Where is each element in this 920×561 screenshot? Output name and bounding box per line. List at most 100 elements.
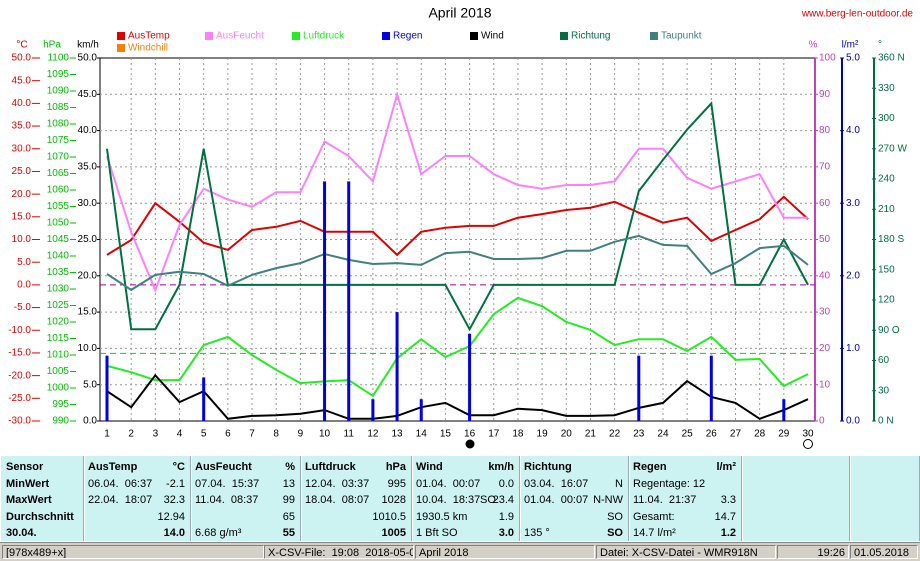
series-line: [106, 296, 809, 398]
status-field: X-CSV-File: 19:08 2018-05-01: [264, 545, 414, 559]
y-tick-label: 25.0: [12, 166, 32, 177]
legend-swatch: [205, 32, 213, 40]
full-moon-icon: [803, 439, 813, 449]
x-tick-label: 29: [778, 429, 790, 440]
y-tick-label: 1040: [47, 251, 70, 262]
y-tick-label: 240: [878, 174, 895, 185]
series-line: [106, 195, 809, 257]
rain-bar: [709, 355, 713, 421]
y-tick-label: 1075: [47, 135, 70, 146]
y-tick-label: 2.0: [846, 270, 860, 281]
y-tick-label: 1050: [47, 218, 70, 229]
status-field: 01.05.2018: [850, 545, 918, 559]
cell-value: N: [615, 477, 623, 490]
series-line: [106, 90, 808, 294]
legend-swatch: [560, 32, 568, 40]
cell-value: km/h: [488, 461, 514, 473]
cell-value: 14.7: [714, 510, 736, 523]
statistics-table: Sensor MinWert MaxWert Durchschnitt 30.04. Au…: [0, 456, 920, 541]
status-field: April 2018: [415, 545, 595, 559]
cell-value: hPa: [385, 461, 406, 473]
x-tick-label: 9: [298, 429, 304, 440]
y-tick-label: 40.0: [12, 98, 32, 109]
x-tick-label: 2: [128, 429, 134, 440]
y-tick-label: 1015: [47, 333, 70, 344]
y-tick-label: 1030: [47, 284, 70, 295]
x-tick-label: 19: [537, 429, 549, 440]
rain-bar: [347, 181, 351, 421]
y-tick-label: 330: [878, 83, 895, 94]
cell-text: 11.04. 08:37: [195, 494, 259, 506]
series-line: [106, 373, 809, 420]
cell-value: %: [285, 461, 295, 473]
cell-value: 99: [282, 494, 295, 506]
y-tick-label: 40.0: [78, 125, 98, 136]
y-tick-label: 25.0: [78, 234, 98, 245]
status-field: [978x489+x]: [2, 545, 264, 559]
y-tick-label: 90 O: [878, 325, 900, 336]
axis-unit-label: km/h: [77, 40, 99, 51]
y-tick-label: 35.0: [12, 121, 32, 132]
x-tick-label: 24: [657, 429, 669, 440]
y-tick-label: 80: [819, 125, 831, 136]
cell-value: 1.9: [498, 510, 514, 523]
y-tick-label: 5.0: [846, 53, 860, 64]
y-tick-label: 0.0: [83, 416, 97, 427]
y-tick-label: 10: [819, 379, 831, 390]
table-column: [412, 456, 520, 541]
website-link[interactable]: www.berg-len-outdoor.de: [801, 9, 914, 20]
y-tick-label: 1060: [47, 185, 70, 196]
y-tick-label: 990: [52, 416, 69, 427]
rain-bar: [323, 181, 327, 421]
legend-swatch: [117, 32, 125, 40]
legend-label: AusTemp: [128, 31, 170, 42]
cell-text: 10.04. 18:37: [416, 494, 481, 506]
legend-swatch: [382, 32, 390, 40]
x-tick-label: 7: [249, 429, 255, 440]
axis-unit-label: °: [878, 40, 882, 51]
x-tick-label: 5: [201, 429, 207, 440]
cell-value: -2.1: [166, 477, 185, 490]
table-column: [629, 456, 742, 541]
y-tick-label: 1020: [47, 317, 70, 328]
axis-unit-label: %: [809, 40, 818, 51]
cell-text: 06.04. 06:37: [88, 477, 153, 490]
x-tick-label: 22: [609, 429, 621, 440]
status-field: Datei: X-CSV-Datei - WMR918N: [596, 545, 776, 559]
x-tick-label: 4: [177, 429, 183, 440]
row-label: Durchschnitt: [6, 510, 74, 523]
row-label: Sensor: [6, 461, 44, 473]
table-column: [301, 456, 412, 541]
axis-unit-label: l/m²: [842, 40, 859, 51]
cell-text: 1 Bft SO: [416, 527, 458, 539]
y-tick-label: -30.0: [8, 416, 31, 427]
y-tick-label: 50.0: [78, 53, 98, 64]
rain-bar: [637, 355, 641, 421]
table-column: [0, 456, 84, 541]
rain-bar: [782, 399, 786, 421]
y-tick-label: 0.0: [846, 416, 860, 427]
cell-value: 12.94: [157, 510, 185, 523]
rain-bar: [419, 399, 423, 421]
y-tick-label: -20.0: [8, 370, 31, 381]
x-tick-label: 1: [104, 429, 110, 440]
rain-bar: [371, 399, 375, 421]
x-tick-label: 12: [367, 429, 379, 440]
y-tick-label: 50.0: [12, 53, 32, 64]
y-tick-label: 270 W: [878, 143, 907, 154]
y-tick-label: 10.0: [78, 343, 98, 354]
legend-label: AusFeucht: [216, 31, 264, 42]
cell-text: 03.04. 16:07: [524, 477, 589, 490]
cell-text: 1930.5 km: [416, 510, 468, 523]
y-tick-label: 120: [878, 295, 895, 306]
y-tick-label: 70: [819, 162, 831, 173]
cell-value: 65: [282, 510, 295, 523]
y-tick-label: 5.0: [17, 257, 31, 268]
y-tick-label: 30: [878, 385, 890, 396]
y-tick-label: 1035: [47, 267, 70, 278]
cell-text: 14.7 l/m²: [633, 527, 676, 539]
y-tick-label: 1080: [47, 119, 70, 130]
y-tick-label: 1005: [47, 366, 70, 377]
y-tick-label: -15.0: [8, 348, 31, 359]
